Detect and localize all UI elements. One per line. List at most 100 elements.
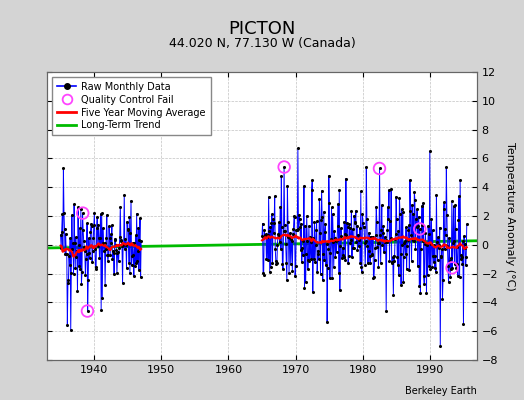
Point (367, 234, 375, 240)
Point (395, 272, 403, 278)
Point (319, 277, 327, 283)
Point (299, 238, 308, 244)
Point (267, 263, 275, 270)
Point (117, 238, 125, 244)
Point (300, 285, 309, 292)
Point (62, 251, 70, 257)
Point (456, 255, 465, 262)
Point (383, 227, 391, 234)
Point (382, 308, 390, 314)
Point (445, 234, 453, 241)
Point (329, 239, 337, 246)
Point (384, 216, 392, 222)
Point (425, 148, 434, 154)
Point (61, 231, 70, 237)
Point (449, 240, 457, 246)
Point (275, 219, 283, 226)
Point (333, 237, 341, 243)
Point (455, 274, 464, 280)
Point (434, 234, 442, 241)
Point (378, 202, 386, 208)
Point (266, 269, 274, 275)
Point (423, 271, 432, 278)
Point (324, 172, 333, 179)
Point (391, 236, 399, 242)
Point (94, 243, 102, 250)
Point (360, 224, 368, 230)
Point (311, 242, 320, 249)
Point (336, 287, 344, 294)
Point (320, 257, 329, 263)
Point (86, 229, 95, 236)
Point (409, 210, 418, 217)
Point (137, 238, 145, 244)
Point (131, 263, 139, 270)
Point (121, 236, 129, 242)
Point (102, 234, 111, 241)
Point (307, 255, 315, 262)
Point (105, 235, 114, 241)
Point (91, 245, 99, 252)
Point (443, 242, 452, 249)
Point (379, 222, 388, 229)
Point (450, 203, 458, 210)
Point (406, 208, 414, 214)
Point (375, 240, 383, 246)
Point (101, 282, 110, 288)
Point (341, 231, 349, 237)
Point (291, 273, 299, 280)
Point (128, 240, 137, 246)
Point (112, 246, 121, 253)
Point (418, 203, 426, 209)
Point (79, 227, 88, 233)
Point (336, 243, 345, 250)
Point (288, 268, 297, 274)
Point (279, 266, 287, 272)
Point (99, 240, 107, 246)
Point (413, 263, 422, 270)
Point (461, 241, 469, 247)
Point (430, 242, 439, 248)
Point (98, 294, 106, 301)
Point (307, 238, 315, 245)
Point (455, 193, 463, 199)
Point (390, 252, 398, 259)
Point (363, 243, 372, 250)
Point (278, 260, 287, 267)
Point (337, 225, 345, 232)
Point (80, 238, 88, 244)
Point (83, 308, 92, 314)
Point (397, 206, 406, 213)
Point (383, 239, 391, 245)
Point (95, 234, 103, 241)
Point (265, 194, 273, 200)
Point (85, 249, 93, 256)
Point (129, 273, 138, 279)
Point (128, 253, 136, 260)
Point (458, 260, 466, 267)
Point (352, 208, 360, 214)
Point (258, 233, 266, 240)
Point (80, 244, 89, 250)
Point (326, 274, 334, 281)
Point (79, 210, 87, 216)
Point (380, 249, 388, 256)
Point (365, 253, 374, 260)
Point (354, 232, 362, 238)
Point (454, 273, 462, 280)
Point (338, 255, 346, 261)
Point (369, 275, 378, 281)
Point (415, 282, 423, 289)
Point (345, 224, 354, 231)
Point (73, 288, 82, 294)
Point (305, 257, 314, 264)
Point (405, 267, 413, 273)
Point (297, 247, 305, 254)
Point (381, 239, 389, 246)
Point (130, 240, 138, 247)
Point (313, 269, 321, 275)
Point (399, 278, 408, 285)
Point (420, 281, 429, 288)
Point (385, 187, 393, 193)
Point (302, 213, 311, 219)
